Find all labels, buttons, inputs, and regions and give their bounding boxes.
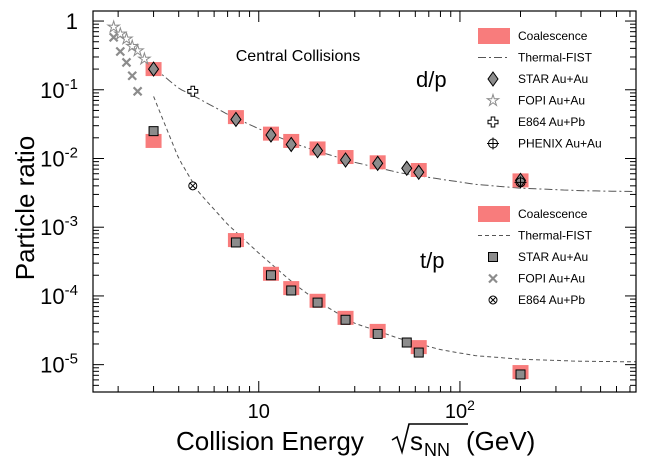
e864-tp-marker-x	[489, 296, 497, 304]
star-diamond-marker	[413, 164, 425, 181]
star-square-marker	[372, 328, 383, 339]
curve-dashdot	[153, 67, 637, 193]
star-diamond-marker	[265, 127, 277, 143]
y-tick-label: 10-3	[40, 213, 78, 240]
legend-band	[478, 206, 510, 222]
theory-curves	[153, 67, 637, 363]
star-square-marker	[286, 285, 297, 296]
x-axis-title-sub: NN	[424, 440, 450, 460]
plot-frame	[92, 10, 637, 393]
star-diamond-marker	[372, 155, 384, 172]
star-diamond-marker	[401, 160, 413, 177]
legend-label: STAR Au+Au	[518, 250, 588, 264]
series-star-au-au-d-p-	[147, 61, 527, 189]
series-fopi-au-au-d-p-	[106, 19, 152, 66]
legend-label: E864 Au+Pb	[518, 115, 585, 129]
fopi-x-marker	[488, 273, 498, 284]
fopi-x-marker	[121, 57, 132, 68]
star-square-marker	[312, 297, 323, 308]
fopi-star-marker	[130, 43, 145, 57]
star-diamond-marker	[147, 61, 160, 77]
legend-band	[478, 28, 510, 44]
series-fopi-au-au-t-p-	[108, 32, 143, 97]
x-axis-title-s: s	[410, 426, 423, 456]
fopi-x-marker	[108, 32, 119, 43]
legend-label: Thermal-FIST	[518, 51, 593, 65]
legend-t-over-p: Coalescence Thermal-FIST STAR Au+Au FOPI Au…	[478, 206, 593, 307]
fopi-x-marker	[127, 70, 138, 81]
x-tick-label: 102	[445, 397, 475, 423]
star-square-marker	[340, 314, 351, 325]
fopi-x-marker	[115, 46, 126, 57]
legend-label: Thermal-FIST	[518, 229, 593, 243]
legend-label: Coalescence	[518, 207, 588, 221]
legend-label: FOPI Au+Au	[518, 94, 585, 108]
y-tick-label: 1	[66, 9, 78, 34]
tp-annotation: t/p	[420, 248, 444, 273]
e864-cross-marker	[487, 116, 499, 128]
star-diamond-marker	[339, 152, 352, 168]
legend-label: E864 Au+Pb	[518, 293, 585, 307]
legend-label: PHENIX Au+Au	[518, 137, 602, 151]
x-axis-title-prefix: Collision Energy	[176, 426, 364, 456]
y-tick-label: 10-5	[40, 351, 78, 378]
star-diamond-marker	[230, 111, 242, 128]
y-tick-label: 10-4	[40, 282, 78, 309]
fopi-x-marker	[132, 86, 143, 97]
legend-label: STAR Au+Au	[518, 72, 588, 86]
svg-text:s: s	[410, 426, 423, 456]
star-square-marker	[413, 347, 424, 358]
phenix-marker-cross	[514, 176, 527, 189]
x-tick-label: 10	[248, 401, 270, 423]
fopi-star-marker	[119, 31, 134, 46]
star-square-marker	[515, 369, 526, 380]
data-points	[106, 19, 529, 380]
svg-text:(GeV): (GeV)	[466, 426, 535, 456]
series-e864-au-pb-d-p-	[187, 85, 199, 97]
e864-tp-marker-x	[189, 182, 197, 190]
phenix-marker-cross	[487, 137, 499, 150]
series-coalescence-d-p-	[145, 62, 529, 188]
svg-text:Collision Energy: Collision Energy	[176, 426, 364, 456]
star-square-marker	[148, 126, 159, 137]
y-axis-title: Particle ratio	[10, 136, 40, 281]
curve-dashed	[153, 96, 636, 363]
fopi-star-marker	[485, 92, 501, 107]
legend-d-over-p: Coalescence Thermal-FIST STAR Au+Au FOPI Au…	[478, 28, 602, 151]
series-e864-au-pb-t-p-	[188, 181, 198, 191]
legend-label: FOPI Au+Au	[518, 272, 585, 286]
star-diamond-marker	[311, 142, 324, 159]
fopi-star-marker	[137, 51, 152, 66]
star-diamond-marker	[487, 71, 499, 87]
series-phenix-au-au-d-p-	[514, 176, 527, 189]
star-diamond-marker	[285, 136, 297, 153]
dp-annotation: d/p	[416, 67, 447, 92]
e864-cross-marker	[187, 85, 199, 97]
legend-label: Coalescence	[518, 29, 588, 43]
fopi-star-marker	[106, 19, 122, 34]
y-tick-label: 10-1	[40, 76, 78, 103]
series-star-au-au-t-p-	[148, 126, 526, 380]
chart-title: Central Collisions	[236, 48, 361, 65]
star-square-marker	[265, 270, 276, 281]
svg-text:NN: NN	[424, 440, 450, 460]
star-square-marker	[230, 237, 241, 248]
series-coalescence-t-p-	[145, 133, 529, 380]
x-axis-title: Collision Energy s NN (GeV)	[176, 423, 535, 460]
x-axis-title-suffix: (GeV)	[466, 426, 535, 456]
tick-labels: 1 10-1 10-2 10-3 10-4 10-5 10 102	[40, 9, 475, 423]
coalescence-band	[145, 133, 162, 148]
star-square-marker	[488, 252, 498, 262]
sqrt-symbol	[391, 423, 468, 455]
star-square-marker	[401, 337, 412, 348]
axis-ticks	[93, 11, 636, 393]
fopi-star-marker	[113, 26, 128, 41]
y-tick-label: 10-2	[40, 144, 78, 171]
